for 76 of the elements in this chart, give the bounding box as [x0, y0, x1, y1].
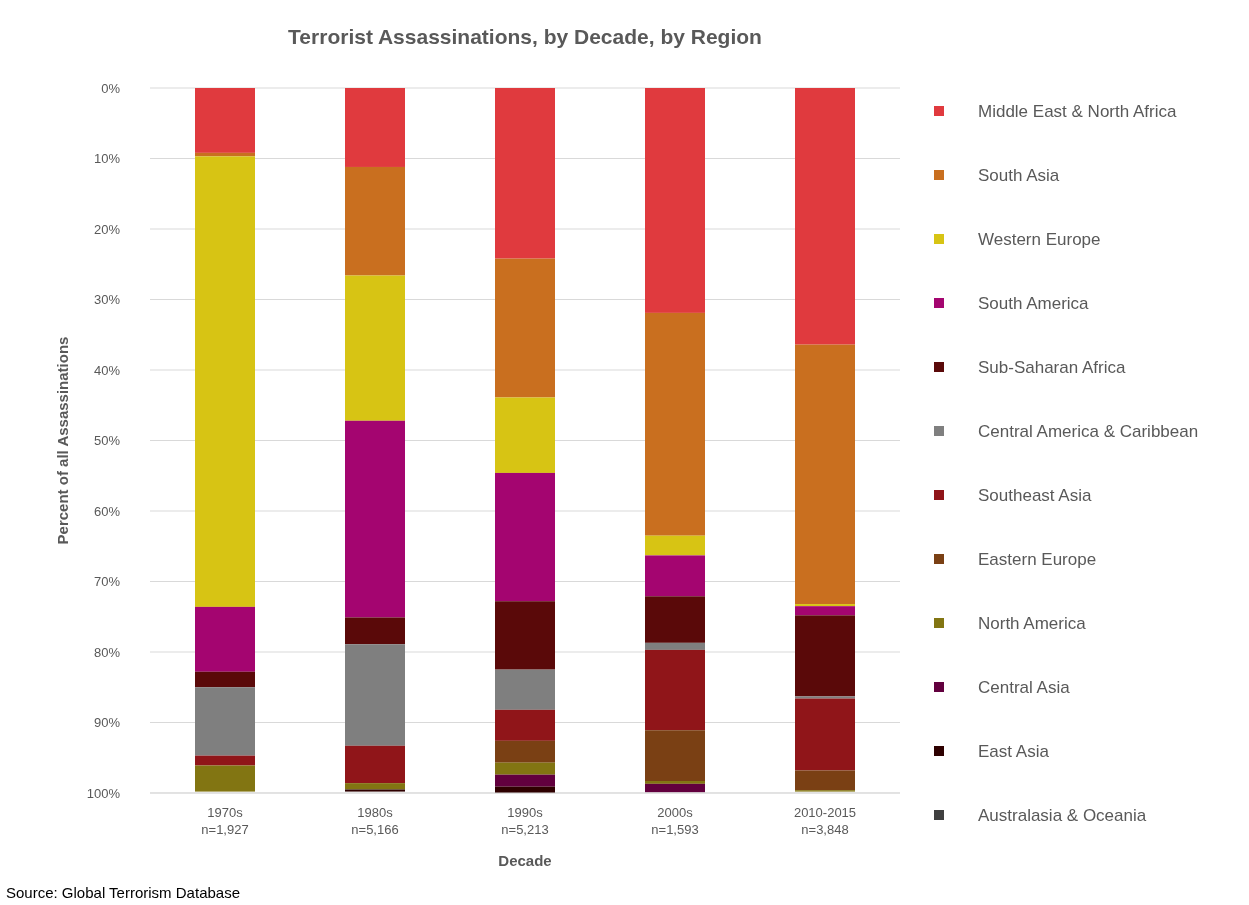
- y-tick-label: 20%: [93, 221, 121, 237]
- legend-label: Central Asia: [978, 678, 1071, 697]
- legend-label: North America: [978, 614, 1087, 633]
- bar: [795, 698, 855, 771]
- x-tick-label: 2000s n=1,593: [651, 805, 699, 837]
- bar: [645, 783, 705, 793]
- bar: [645, 730, 705, 782]
- bar: [645, 649, 705, 731]
- bar: [195, 606, 255, 672]
- bar: [345, 783, 405, 790]
- legend-label: Eastern Europe: [978, 550, 1097, 569]
- bar: [495, 762, 555, 775]
- bar: [345, 644, 405, 746]
- legend-label: Sub-Saharan Africa: [978, 358, 1126, 377]
- bar: [645, 312, 705, 536]
- bar: [195, 755, 255, 766]
- bar: [495, 472, 555, 602]
- bar: [345, 745, 405, 784]
- x-tick-label: 1970s n=1,927: [201, 805, 249, 837]
- bar: [645, 642, 705, 650]
- bar: [495, 709, 555, 741]
- y-tick-label: 80%: [93, 644, 121, 660]
- bar: [345, 88, 405, 167]
- legend-label: Southeast Asia: [978, 486, 1092, 505]
- bar: [795, 344, 855, 605]
- bar: [795, 696, 855, 699]
- bar: [345, 275, 405, 421]
- legend-label: East Asia: [978, 742, 1050, 761]
- bar: [495, 601, 555, 670]
- bar: [195, 671, 255, 688]
- bar: [195, 765, 255, 792]
- y-tick-label: 70%: [93, 574, 121, 590]
- bar: [495, 774, 555, 787]
- bar: [495, 88, 555, 259]
- y-tick-label: 10%: [93, 151, 121, 167]
- x-axis-title: Decade: [498, 852, 552, 869]
- bar: [345, 789, 405, 792]
- chart-title: Terrorist Assassinations, by Decade, by Region: [288, 25, 762, 48]
- y-axis-title: Percent of all Assassinations: [54, 336, 71, 545]
- x-tick-label: 1990s n=5,213: [501, 805, 549, 837]
- bar: [795, 88, 855, 345]
- y-tick-label: 60%: [93, 503, 121, 519]
- bar: [495, 669, 555, 710]
- source-note: Source: Global Terrorism Database: [6, 884, 240, 901]
- legend-label: Western Europe: [978, 230, 1101, 249]
- bar: [195, 156, 255, 607]
- y-tick-label: 100%: [86, 785, 121, 801]
- bar: [345, 617, 405, 645]
- bar: [195, 687, 255, 756]
- bar: [345, 166, 405, 276]
- bar: [495, 740, 555, 763]
- bar: [645, 555, 705, 597]
- bar: [795, 615, 855, 697]
- legend-label: South Asia: [978, 166, 1060, 185]
- bar: [195, 88, 255, 153]
- legend-label: South America: [978, 294, 1090, 313]
- y-tick-label: 40%: [93, 362, 121, 378]
- bar: [795, 606, 855, 616]
- bar: [645, 535, 705, 556]
- x-tick-label: 1980s n=5,166: [351, 805, 399, 837]
- bar: [495, 397, 555, 473]
- y-tick-label: 30%: [93, 292, 121, 308]
- bar: [795, 604, 855, 607]
- legend-label: Central America & Caribbean: [978, 422, 1199, 441]
- bar: [645, 781, 705, 784]
- y-tick-label: 90%: [93, 715, 121, 731]
- bar: [795, 770, 855, 791]
- legend-label: Australasia & Oceania: [978, 806, 1147, 825]
- legend-label: Middle East & North Africa: [978, 102, 1177, 121]
- bar: [645, 596, 705, 643]
- y-tick-label: 50%: [93, 433, 121, 449]
- y-tick-label: 0%: [101, 80, 121, 96]
- bar: [345, 420, 405, 618]
- bar: [645, 88, 705, 313]
- x-tick-label: 2010-2015 n=3,848: [793, 805, 857, 837]
- bar: [495, 258, 555, 398]
